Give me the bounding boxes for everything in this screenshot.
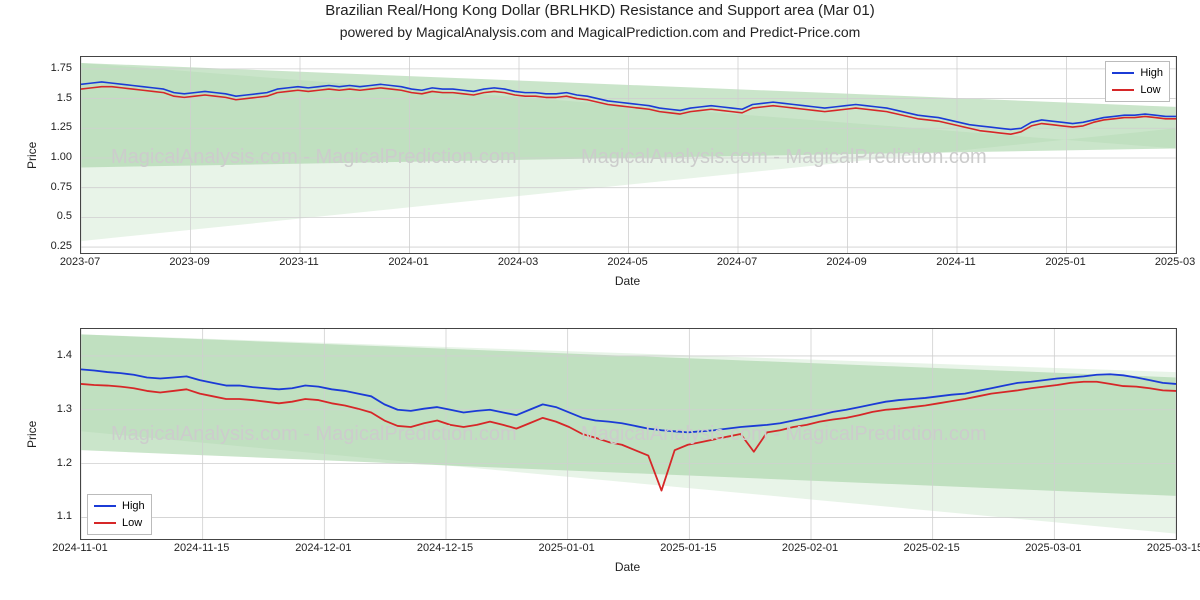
y-tick-label: 0.5 <box>32 210 72 222</box>
legend-item: High <box>94 498 145 515</box>
x-tick-label: 2025-03 <box>1155 256 1195 268</box>
legend-label: Low <box>122 515 142 532</box>
y-tick-label: 1.00 <box>32 151 72 163</box>
y-tick-label: 1.1 <box>32 510 72 522</box>
support-area <box>81 334 1176 496</box>
y-tick-label: 0.25 <box>32 240 72 252</box>
y-tick-label: 1.2 <box>32 457 72 469</box>
y-tick-label: 1.5 <box>32 92 72 104</box>
x-tick-label: 2024-12-15 <box>417 542 473 554</box>
x-tick-label: 2024-12-01 <box>295 542 351 554</box>
x-tick-label: 2024-03 <box>498 256 538 268</box>
legend-label: High <box>1140 65 1163 82</box>
x-tick-label: 2025-01-01 <box>539 542 595 554</box>
x-tick-label: 2025-02-01 <box>782 542 838 554</box>
x-tick-label: 2024-05 <box>607 256 647 268</box>
x-tick-label: 2024-07 <box>717 256 757 268</box>
x-tick-label: 2024-01 <box>388 256 428 268</box>
chart-subtitle: powered by MagicalAnalysis.com and Magic… <box>0 24 1200 40</box>
top-x-axis-label: Date <box>80 274 1175 288</box>
legend-swatch <box>1112 89 1134 91</box>
legend-item: High <box>1112 65 1163 82</box>
y-tick-label: 1.4 <box>32 349 72 361</box>
y-tick-label: 1.75 <box>32 62 72 74</box>
x-tick-label: 2024-09 <box>826 256 866 268</box>
top-chart-plot-area: MagicalAnalysis.com - MagicalPrediction.… <box>80 56 1177 254</box>
x-tick-label: 2025-03-15 <box>1147 542 1200 554</box>
bottom-chart-plot-area: MagicalAnalysis.com - MagicalPrediction.… <box>80 328 1177 540</box>
bottom-chart-svg <box>81 329 1176 539</box>
legend-label: Low <box>1140 82 1160 99</box>
bottom-x-axis-label: Date <box>80 560 1175 574</box>
x-tick-label: 2025-01 <box>1045 256 1085 268</box>
x-tick-label: 2024-11-01 <box>52 542 107 554</box>
legend-item: Low <box>94 515 145 532</box>
legend-swatch <box>1112 72 1134 74</box>
legend-swatch <box>94 505 116 507</box>
top-chart-svg <box>81 57 1176 253</box>
x-tick-label: 2025-03-01 <box>1025 542 1081 554</box>
chart-title: Brazilian Real/Hong Kong Dollar (BRLHKD)… <box>0 2 1200 19</box>
x-tick-label: 2023-09 <box>169 256 209 268</box>
x-tick-label: 2024-11 <box>936 256 976 268</box>
y-tick-label: 1.3 <box>32 403 72 415</box>
x-tick-label: 2025-01-15 <box>660 542 716 554</box>
bottom-legend: HighLow <box>87 494 152 535</box>
x-tick-label: 2024-11-15 <box>174 542 229 554</box>
y-tick-label: 0.75 <box>32 181 72 193</box>
bottom-y-axis-label: Price <box>25 421 39 448</box>
legend-swatch <box>94 522 116 524</box>
legend-item: Low <box>1112 82 1163 99</box>
x-tick-label: 2023-07 <box>60 256 100 268</box>
top-legend: HighLow <box>1105 61 1170 102</box>
legend-label: High <box>122 498 145 515</box>
y-tick-label: 1.25 <box>32 121 72 133</box>
x-tick-label: 2025-02-15 <box>904 542 960 554</box>
x-tick-label: 2023-11 <box>279 256 319 268</box>
